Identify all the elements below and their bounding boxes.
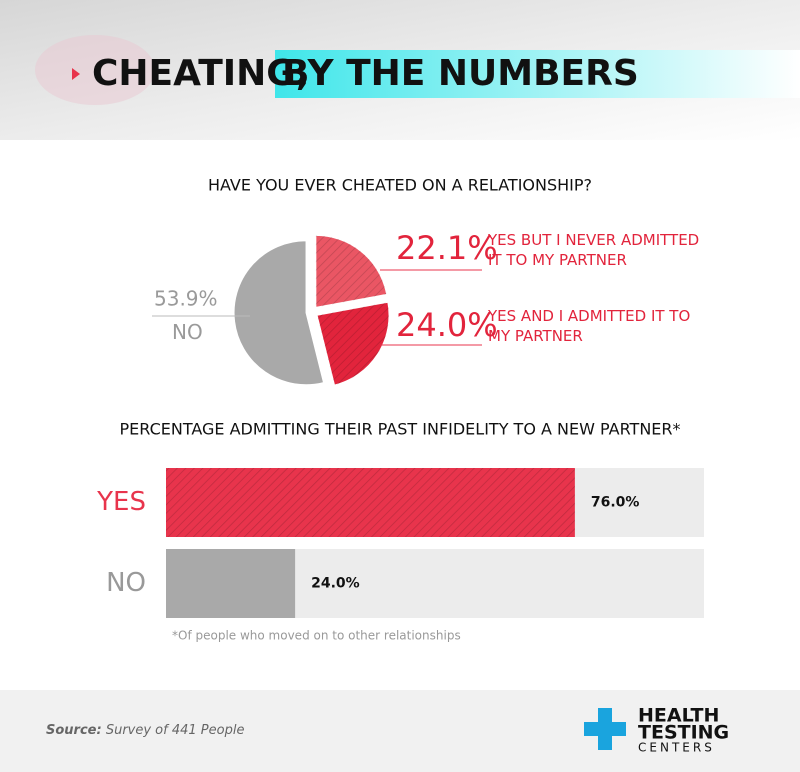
slice-label: NO bbox=[172, 320, 203, 344]
pie-slice bbox=[316, 301, 390, 386]
value-label: 53.9% bbox=[154, 287, 218, 311]
footnote: *Of people who moved on to other relatio… bbox=[172, 629, 461, 643]
bar bbox=[166, 549, 296, 618]
logo-line: CENTERS bbox=[638, 741, 715, 755]
footer-bg bbox=[0, 690, 800, 772]
chart-title: PERCENTAGE ADMITTING THEIR PAST INFIDELI… bbox=[119, 420, 680, 439]
category-label: YES bbox=[96, 487, 146, 517]
source-text: Survey of 441 People bbox=[106, 723, 245, 738]
value-label: 76.0% bbox=[591, 495, 640, 511]
source-label: Source: bbox=[46, 723, 102, 738]
title-highlight: BY THE NUMBERS bbox=[282, 53, 639, 94]
logo-icon bbox=[584, 708, 626, 750]
pie-slice bbox=[315, 234, 388, 308]
slice-label: YES AND I ADMITTED IT TO MY PARTNER bbox=[488, 307, 691, 345]
title-lead: CHEATING, bbox=[92, 53, 310, 94]
category-label: NO bbox=[106, 568, 146, 598]
value-label: 24.0% bbox=[396, 306, 498, 344]
pie-slice bbox=[233, 240, 325, 386]
value-label: 22.1% bbox=[396, 229, 498, 267]
title-highlight-bg bbox=[275, 50, 800, 98]
logo-line: HEALTH bbox=[638, 705, 719, 727]
title-arrow bbox=[72, 68, 80, 80]
logo-line: TESTING bbox=[638, 722, 729, 744]
slice-label: YES BUT I NEVER ADMITTED IT TO MY PARTNE… bbox=[488, 231, 700, 269]
chart-title: HAVE YOU EVER CHEATED ON A RELATIONSHIP? bbox=[208, 176, 592, 195]
value-label: 24.0% bbox=[311, 576, 360, 592]
source: Source: Survey of 441 People bbox=[46, 723, 244, 738]
bar-texture bbox=[166, 468, 575, 537]
header-decor bbox=[35, 35, 155, 105]
